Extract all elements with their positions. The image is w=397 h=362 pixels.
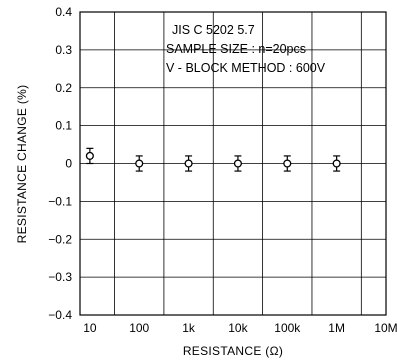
- y-tick-label: 0.4: [55, 5, 72, 19]
- data-point: [283, 155, 292, 172]
- x-tick-labels: 10 100 1k 10k 100k 1M 10M: [83, 321, 397, 335]
- point-marker: [332, 159, 341, 168]
- x-tick-label: 100: [129, 321, 149, 335]
- y-tick-label: −0.4: [48, 308, 72, 322]
- x-tick-label: 10k: [228, 321, 248, 335]
- y-tick-label: 0.3: [55, 43, 72, 57]
- point-marker: [233, 159, 242, 168]
- x-tick-label: 100k: [274, 321, 301, 335]
- point-marker: [184, 159, 193, 168]
- y-tick-labels: 0.4 0.3 0.2 0.1 0 −0.1 −0.2 −0.3 −0.4: [48, 5, 72, 322]
- x-tick-label: 10: [83, 321, 97, 335]
- point-marker: [135, 159, 144, 168]
- annotation-block: JIS C 5202 5.7 SAMPLE SIZE : n=20pcs V -…: [166, 23, 326, 75]
- annotation-method: V - BLOCK METHOD : 600V: [166, 61, 326, 75]
- y-tick-label: −0.3: [48, 270, 72, 284]
- x-tick-label: 1M: [328, 321, 345, 335]
- grid-lines: [80, 11, 386, 316]
- point-marker: [85, 151, 94, 160]
- annotation-sample-size: SAMPLE SIZE : n=20pcs: [166, 42, 306, 56]
- y-tick-label: 0.1: [55, 119, 72, 133]
- data-point: [332, 155, 341, 172]
- annotation-standard: JIS C 5202 5.7: [172, 23, 255, 37]
- plot-frame: [79, 11, 387, 316]
- y-axis-title: RESISTANCE CHANGE (%): [15, 85, 29, 244]
- y-tick-label: −0.1: [48, 194, 72, 208]
- data-points: [85, 147, 341, 172]
- data-point: [233, 155, 242, 172]
- point-marker: [283, 159, 292, 168]
- data-point: [184, 155, 193, 172]
- x-tick-label: 10M: [374, 321, 397, 335]
- x-axis-title: RESISTANCE (Ω): [183, 344, 283, 358]
- y-tick-label: −0.2: [48, 232, 72, 246]
- y-tick-label: 0: [65, 157, 72, 171]
- x-tick-label: 1k: [182, 321, 196, 335]
- data-point: [85, 147, 94, 165]
- data-point: [135, 155, 144, 172]
- y-tick-label: 0.2: [55, 81, 72, 95]
